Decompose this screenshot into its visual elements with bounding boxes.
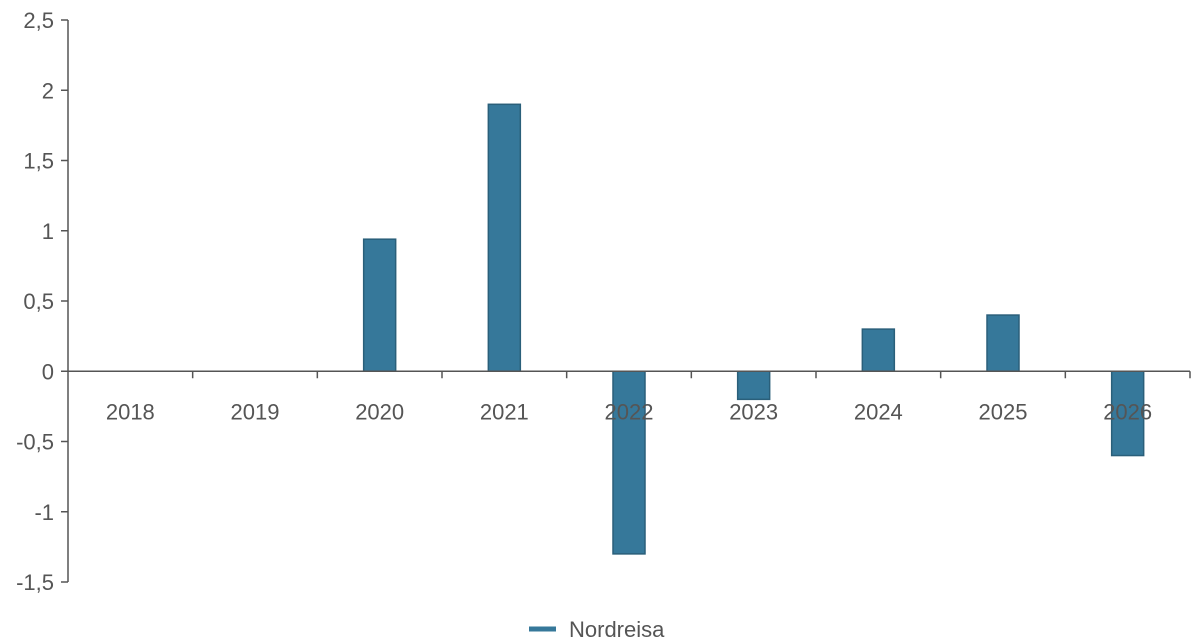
y-tick-label: 2 bbox=[42, 78, 54, 103]
bar-2024 bbox=[861, 328, 896, 373]
x-tick-label: 2026 bbox=[1103, 399, 1152, 424]
x-axis: 2018 2019 2020 2021 2022 2023 2024 2025 2026 bbox=[68, 370, 1191, 424]
x-tick-label: 2023 bbox=[729, 399, 778, 424]
bar-2021 bbox=[487, 103, 522, 373]
x-tick-label: 2019 bbox=[231, 399, 280, 424]
y-tick-label: 1,5 bbox=[23, 149, 54, 174]
y-tick-label: 0,5 bbox=[23, 289, 54, 314]
y-tick-label: 2,5 bbox=[23, 8, 54, 33]
x-tick-label: 2020 bbox=[355, 399, 404, 424]
y-tick-label: 0 bbox=[42, 359, 54, 384]
bar-2023 bbox=[736, 370, 771, 401]
legend-label-nordreisa: Nordreisa bbox=[569, 617, 665, 642]
x-tick-label: 2025 bbox=[979, 399, 1028, 424]
x-tick-label: 2021 bbox=[480, 399, 529, 424]
y-ticks: 2,5 2 1,5 1 0,5 0 -0,5 -1 -1,5 bbox=[16, 8, 68, 595]
bars bbox=[362, 103, 1145, 555]
x-ticks: 2018 2019 2020 2021 2022 2023 2024 2025 2026 bbox=[106, 371, 1191, 424]
bar-2020 bbox=[362, 238, 397, 372]
bar-2025 bbox=[986, 314, 1020, 372]
y-tick-label: -1 bbox=[34, 500, 54, 525]
y-axis: 2,5 2 1,5 1 0,5 0 -0,5 -1 -1,5 bbox=[16, 8, 69, 595]
x-tick-label: 2018 bbox=[106, 399, 155, 424]
y-tick-label: -0,5 bbox=[16, 430, 54, 455]
y-tick-label: -1,5 bbox=[16, 570, 54, 595]
x-tick-label: 2024 bbox=[854, 399, 903, 424]
legend: Nordreisa bbox=[529, 617, 665, 642]
x-tick-label: 2022 bbox=[605, 399, 654, 424]
y-tick-label: 1 bbox=[42, 219, 54, 244]
